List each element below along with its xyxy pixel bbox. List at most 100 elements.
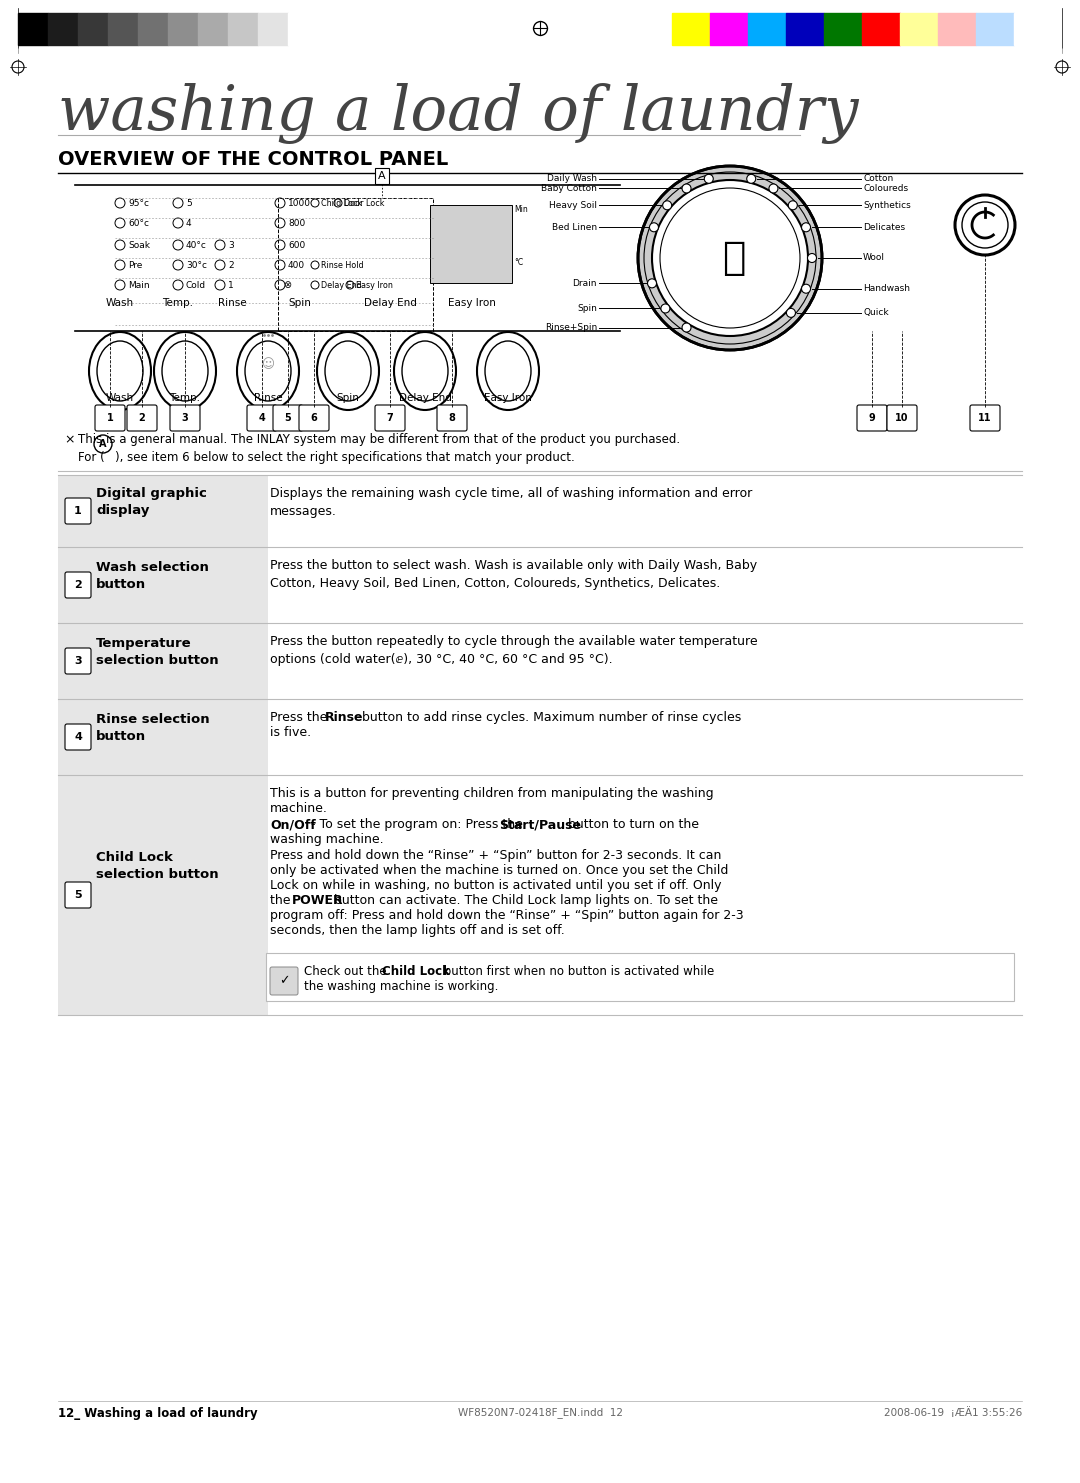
Text: Rinse: Rinse: [254, 393, 282, 403]
FancyBboxPatch shape: [170, 405, 200, 432]
Circle shape: [788, 200, 797, 209]
Text: Digital graphic
display: Digital graphic display: [96, 488, 207, 518]
Text: 400: 400: [288, 261, 306, 270]
Text: WF8520N7-02418F_EN.indd  12: WF8520N7-02418F_EN.indd 12: [458, 1407, 622, 1418]
Text: Easy Iron: Easy Iron: [448, 298, 496, 308]
Text: Bed Linen: Bed Linen: [552, 222, 597, 231]
Text: Child Lock: Child Lock: [321, 199, 362, 208]
Text: Wash: Wash: [106, 393, 134, 403]
Bar: [939, 13, 976, 44]
Bar: [862, 13, 900, 44]
Bar: [138, 13, 168, 44]
FancyBboxPatch shape: [437, 405, 467, 432]
Text: 1: 1: [228, 280, 233, 289]
Text: Daily Wash: Daily Wash: [546, 175, 597, 184]
FancyBboxPatch shape: [270, 967, 298, 995]
Text: Press and hold down the “Rinse” + “Spin” button for 2-3 seconds. It can: Press and hold down the “Rinse” + “Spin”…: [270, 848, 721, 862]
Text: Min: Min: [514, 205, 528, 214]
Circle shape: [683, 184, 691, 193]
Bar: [58, 623, 268, 698]
Text: Temp.: Temp.: [170, 393, 201, 403]
Bar: [748, 13, 786, 44]
Text: 2: 2: [75, 580, 82, 590]
Bar: [710, 13, 748, 44]
Text: 8: 8: [448, 412, 456, 423]
Text: seconds, then the lamp lights off and is set off.: seconds, then the lamp lights off and is…: [270, 924, 565, 937]
Text: ✓: ✓: [279, 974, 289, 988]
FancyBboxPatch shape: [247, 405, 276, 432]
Text: Synthetics: Synthetics: [863, 200, 910, 209]
Bar: [198, 13, 228, 44]
Text: 2008-06-19  ¡ÆÄ1 3:55:26: 2008-06-19 ¡ÆÄ1 3:55:26: [883, 1407, 1022, 1418]
Text: program off: Press and hold down the “Rinse” + “Spin” button again for 2-3: program off: Press and hold down the “Ri…: [270, 909, 744, 922]
Text: 4: 4: [186, 218, 191, 227]
Circle shape: [649, 222, 659, 231]
Text: °C: °C: [514, 258, 523, 267]
FancyBboxPatch shape: [858, 405, 887, 432]
Text: Temp.: Temp.: [162, 298, 193, 308]
Text: ⏭: ⏭: [723, 239, 745, 277]
Text: Delay End: Delay End: [399, 393, 451, 403]
Text: Door Lock: Door Lock: [345, 199, 384, 208]
Text: 30°c: 30°c: [186, 261, 207, 270]
Circle shape: [652, 179, 808, 337]
Text: the washing machine is working.: the washing machine is working.: [303, 980, 498, 994]
Circle shape: [661, 304, 670, 313]
Text: machine.: machine.: [270, 802, 328, 816]
Text: Rinse+Spin: Rinse+Spin: [544, 323, 597, 332]
Text: 11: 11: [978, 412, 991, 423]
Bar: [1014, 13, 1052, 44]
Text: Child Lock: Child Lock: [382, 965, 450, 977]
Circle shape: [746, 175, 756, 184]
Text: 5: 5: [285, 412, 292, 423]
FancyBboxPatch shape: [65, 648, 91, 673]
Text: ), see item 6 below to select the right specifications that match your product.: ), see item 6 below to select the right …: [114, 451, 575, 464]
FancyBboxPatch shape: [887, 405, 917, 432]
Circle shape: [704, 175, 713, 184]
Text: Delicates: Delicates: [863, 222, 905, 231]
FancyBboxPatch shape: [970, 405, 1000, 432]
Bar: [58, 547, 268, 623]
Text: 5: 5: [75, 890, 82, 900]
Text: 7: 7: [387, 412, 393, 423]
Text: 1: 1: [75, 506, 82, 516]
Text: A: A: [99, 439, 107, 449]
Text: Wash selection
button: Wash selection button: [96, 561, 208, 590]
Text: 3: 3: [75, 655, 82, 666]
Text: Rinse: Rinse: [325, 710, 364, 724]
Text: Spin: Spin: [337, 393, 360, 403]
Bar: [58, 698, 268, 776]
Text: Main: Main: [129, 280, 150, 289]
Text: washing machine.: washing machine.: [270, 833, 383, 845]
Text: 3: 3: [181, 412, 188, 423]
Text: 3: 3: [228, 240, 233, 249]
Text: Cold: Cold: [186, 280, 206, 289]
Text: Easy Iron: Easy Iron: [484, 393, 532, 403]
Circle shape: [801, 285, 810, 294]
Text: Pre: Pre: [129, 261, 143, 270]
Text: Quick: Quick: [863, 308, 889, 317]
Text: For (: For (: [78, 451, 105, 464]
Bar: [18, 13, 48, 44]
Circle shape: [801, 222, 810, 231]
Text: Soak: Soak: [129, 240, 150, 249]
Circle shape: [648, 279, 657, 288]
Text: 600: 600: [288, 240, 306, 249]
Text: 6: 6: [311, 412, 318, 423]
Text: 10: 10: [895, 412, 908, 423]
Text: ×: ×: [64, 433, 75, 446]
Text: button to turn on the: button to turn on the: [564, 819, 699, 830]
Text: is five.: is five.: [270, 727, 311, 739]
Text: Rinse: Rinse: [218, 298, 246, 308]
Text: Delay End: Delay End: [364, 298, 417, 308]
Circle shape: [769, 184, 778, 193]
FancyBboxPatch shape: [65, 498, 91, 523]
Text: Delay End: Delay End: [321, 280, 362, 289]
Bar: [108, 13, 138, 44]
Text: Baby Cotton: Baby Cotton: [541, 184, 597, 193]
Bar: [266, 954, 1014, 1001]
Circle shape: [786, 308, 796, 317]
Circle shape: [94, 435, 112, 452]
Text: 12_ Washing a load of laundry: 12_ Washing a load of laundry: [58, 1407, 258, 1421]
Text: 1000: 1000: [288, 199, 311, 208]
